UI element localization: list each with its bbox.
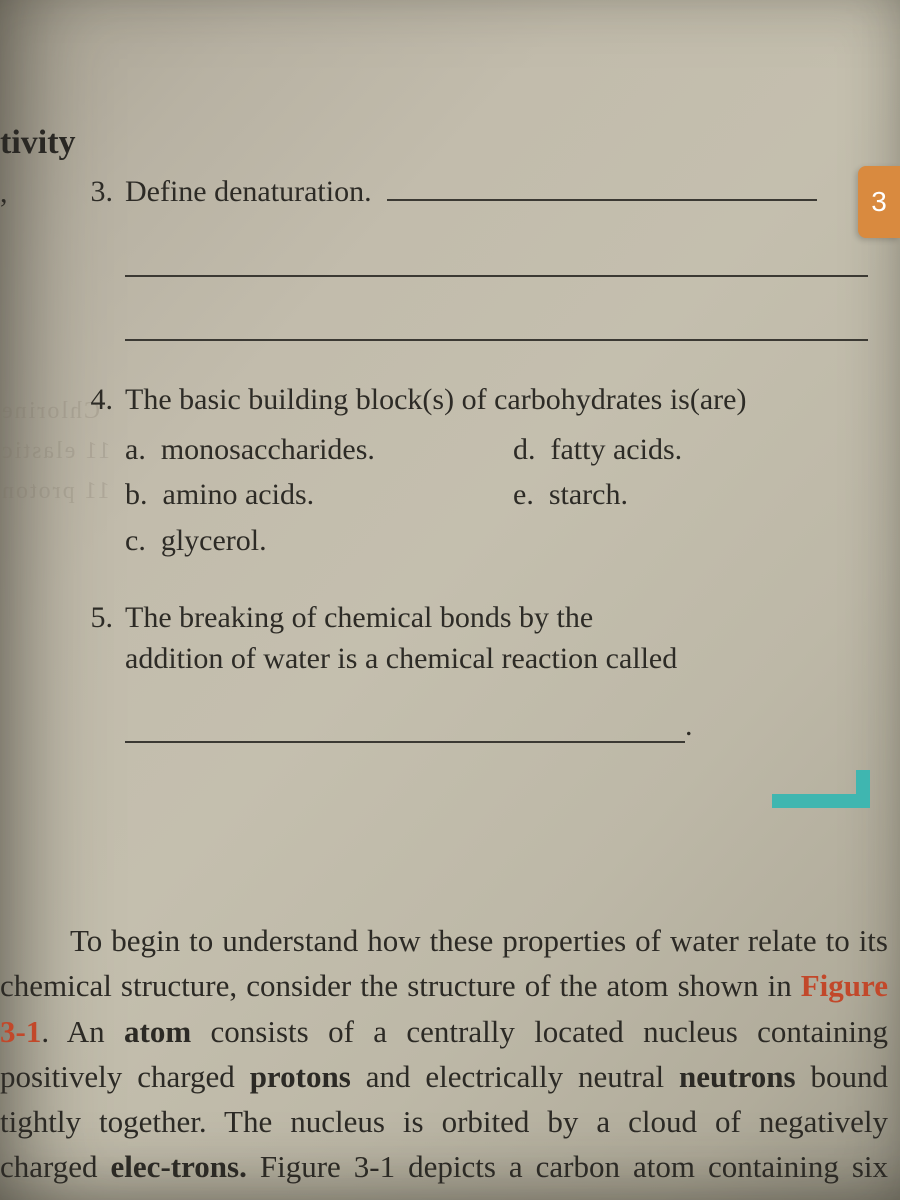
- question-number: 3.: [65, 172, 125, 213]
- option-c[interactable]: c. glycerol.: [125, 518, 485, 564]
- answer-blank[interactable]: [125, 741, 685, 743]
- trailing-period: .: [685, 709, 693, 743]
- question-prompt: Define denaturation.: [125, 175, 372, 208]
- question-4: 4. The basic building block(s) of carboh…: [65, 380, 868, 563]
- answer-blank[interactable]: [125, 275, 868, 277]
- teal-corner-accent: [772, 770, 870, 808]
- answer-blank[interactable]: [125, 339, 868, 341]
- body-paragraph: To begin to understand how these propert…: [0, 918, 888, 1200]
- textbook-page: , tivity 3 Chlorine 11 elastic 11 proton…: [0, 0, 900, 1200]
- answer-blank[interactable]: [387, 199, 817, 201]
- question-prompt: The basic building block(s) of carbohydr…: [125, 380, 868, 421]
- option-e[interactable]: e. starch.: [513, 472, 813, 518]
- section-heading-fragment: tivity: [0, 124, 76, 162]
- term-electrons: elec-trons.: [111, 1149, 247, 1184]
- left-edge-char: ,: [0, 176, 8, 210]
- question-number: 4.: [65, 380, 125, 421]
- question-3: 3. Define denaturation.: [65, 172, 868, 341]
- question-number: 5.: [65, 598, 125, 639]
- chapter-tab-label: 3: [871, 186, 887, 218]
- option-a[interactable]: a. monosaccharides.: [125, 427, 485, 473]
- term-neutrons: neutrons: [679, 1059, 796, 1094]
- term-protons: protons: [250, 1059, 351, 1094]
- question-5: 5. The breaking of chemical bonds by the…: [65, 598, 868, 743]
- option-b[interactable]: b. amino acids.: [125, 472, 485, 518]
- option-d[interactable]: d. fatty acids.: [513, 427, 813, 473]
- question-prompt-line1: The breaking of chemical bonds by the: [125, 598, 868, 639]
- term-atom: atom: [124, 1014, 191, 1049]
- question-prompt-line2: addition of water is a chemical reaction…: [125, 639, 868, 680]
- answer-options: a. monosaccharides. d. fatty acids. b. a…: [125, 427, 868, 564]
